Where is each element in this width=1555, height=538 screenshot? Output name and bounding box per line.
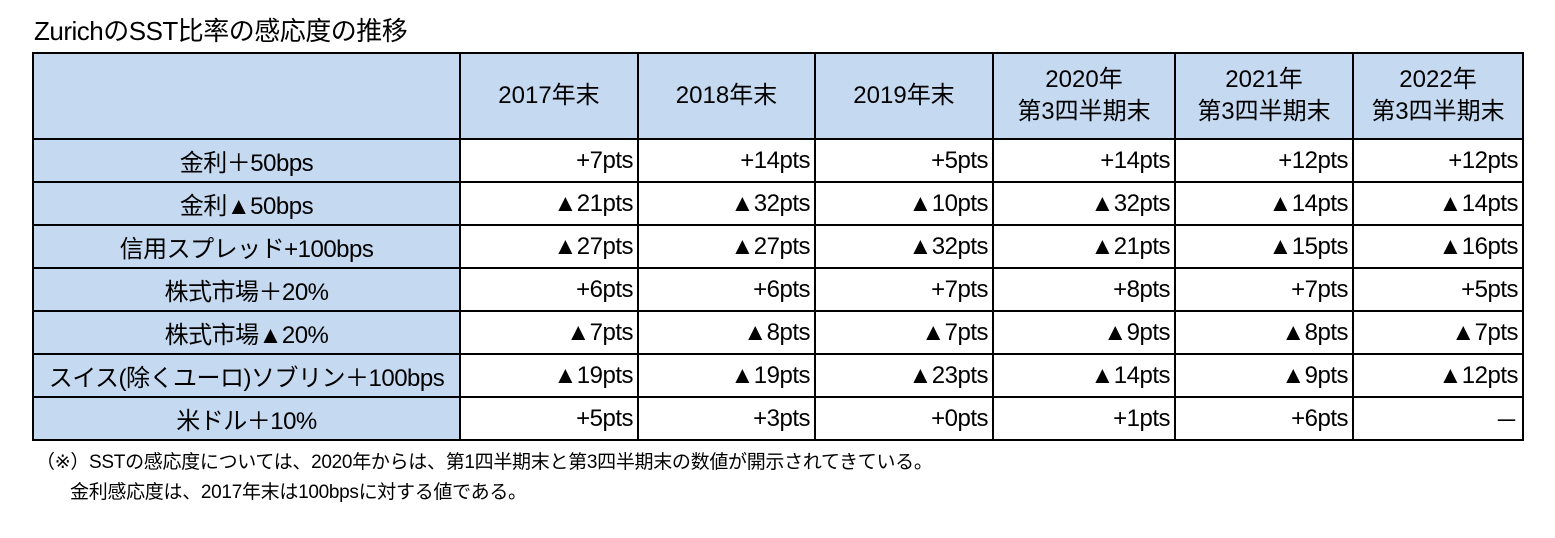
table-row: 米ドル＋10% +5pts +3pts +0pts +1pts +6pts － (32, 396, 1524, 441)
column-header: 2020年 第3四半期末 (992, 52, 1176, 140)
table-cell: +6pts (1174, 396, 1354, 441)
table-cell: ▲10pts (814, 181, 994, 226)
corner-cell (32, 52, 461, 140)
table-cell: ▲9pts (1174, 353, 1354, 398)
footnotes: （※）SSTの感応度については、2020年からは、第1四半期末と第3四半期末の数… (36, 448, 933, 508)
table-cell: +12pts (1352, 138, 1524, 183)
table-cell: ▲12pts (1352, 353, 1524, 398)
column-header: 2021年 第3四半期末 (1174, 52, 1354, 140)
column-header: 2018年末 (637, 52, 816, 140)
table-cell: +14pts (992, 138, 1176, 183)
row-label: 株式市場▲20% (32, 310, 461, 355)
table-cell: ▲23pts (814, 353, 994, 398)
table-cell: ▲8pts (637, 310, 816, 355)
sensitivity-table: 2017年末 2018年末 2019年末 2020年 第3四半期末 2021年 第3… (32, 52, 1524, 441)
table-cell: +5pts (1352, 267, 1524, 312)
footnote-line: （※）SSTの感応度については、2020年からは、第1四半期末と第3四半期末の数… (36, 452, 933, 473)
row-label: 株式市場＋20% (32, 267, 461, 312)
table-cell: ▲7pts (1352, 310, 1524, 355)
table-cell: ▲14pts (1352, 181, 1524, 226)
row-label: 金利▲50bps (32, 181, 461, 226)
table-cell: ▲7pts (814, 310, 994, 355)
table-cell: ▲19pts (637, 353, 816, 398)
table-cell: ▲32pts (992, 181, 1176, 226)
row-label: 金利＋50bps (32, 138, 461, 183)
table-cell: ▲32pts (637, 181, 816, 226)
table-cell: +12pts (1174, 138, 1354, 183)
table-row: 株式市場＋20% +6pts +6pts +7pts +8pts +7pts +… (32, 267, 1524, 312)
table-cell: +7pts (459, 138, 639, 183)
column-header: 2019年末 (814, 52, 994, 140)
table-cell: ▲7pts (459, 310, 639, 355)
table-cell: +0pts (814, 396, 994, 441)
table-cell: ▲16pts (1352, 224, 1524, 269)
footnote-line: 金利感応度は、2017年末は100bpsに対する値である。 (70, 482, 527, 503)
table-cell: +14pts (637, 138, 816, 183)
table-cell: ▲27pts (459, 224, 639, 269)
table-cell: ▲19pts (459, 353, 639, 398)
row-label: 米ドル＋10% (32, 396, 461, 441)
header-row: 2017年末 2018年末 2019年末 2020年 第3四半期末 2021年 第3… (32, 52, 1524, 140)
table-cell: ▲32pts (814, 224, 994, 269)
table-cell: +6pts (637, 267, 816, 312)
table-cell: ▲14pts (992, 353, 1176, 398)
table-cell: +8pts (992, 267, 1176, 312)
table-cell: +1pts (992, 396, 1176, 441)
table-row: 信用スプレッド+100bps ▲27pts ▲27pts ▲32pts ▲21p… (32, 224, 1524, 269)
table-cell: +5pts (459, 396, 639, 441)
column-header: 2022年 第3四半期末 (1352, 52, 1524, 140)
table-cell: +5pts (814, 138, 994, 183)
table-cell: ▲21pts (459, 181, 639, 226)
table-cell: ▲27pts (637, 224, 816, 269)
table-cell: +7pts (814, 267, 994, 312)
table-cell: ▲21pts (992, 224, 1176, 269)
table-cell: +3pts (637, 396, 816, 441)
table-cell: ▲9pts (992, 310, 1176, 355)
table-cell: ▲14pts (1174, 181, 1354, 226)
table-cell: ▲8pts (1174, 310, 1354, 355)
table-cell: +7pts (1174, 267, 1354, 312)
table-row: 金利＋50bps +7pts +14pts +5pts +14pts +12pt… (32, 138, 1524, 183)
table-row: 金利▲50bps ▲21pts ▲32pts ▲10pts ▲32pts ▲14… (32, 181, 1524, 226)
row-label: スイス(除くユーロ)ソブリン＋100bps (32, 353, 461, 398)
table-cell: ▲15pts (1174, 224, 1354, 269)
page-title: ZurichのSST比率の感応度の推移 (34, 16, 408, 46)
table-row: スイス(除くユーロ)ソブリン＋100bps ▲19pts ▲19pts ▲23p… (32, 353, 1524, 398)
column-header: 2017年末 (459, 52, 639, 140)
row-label: 信用スプレッド+100bps (32, 224, 461, 269)
table-cell: +6pts (459, 267, 639, 312)
table-cell: － (1352, 396, 1524, 441)
table-row: 株式市場▲20% ▲7pts ▲8pts ▲7pts ▲9pts ▲8pts ▲… (32, 310, 1524, 355)
